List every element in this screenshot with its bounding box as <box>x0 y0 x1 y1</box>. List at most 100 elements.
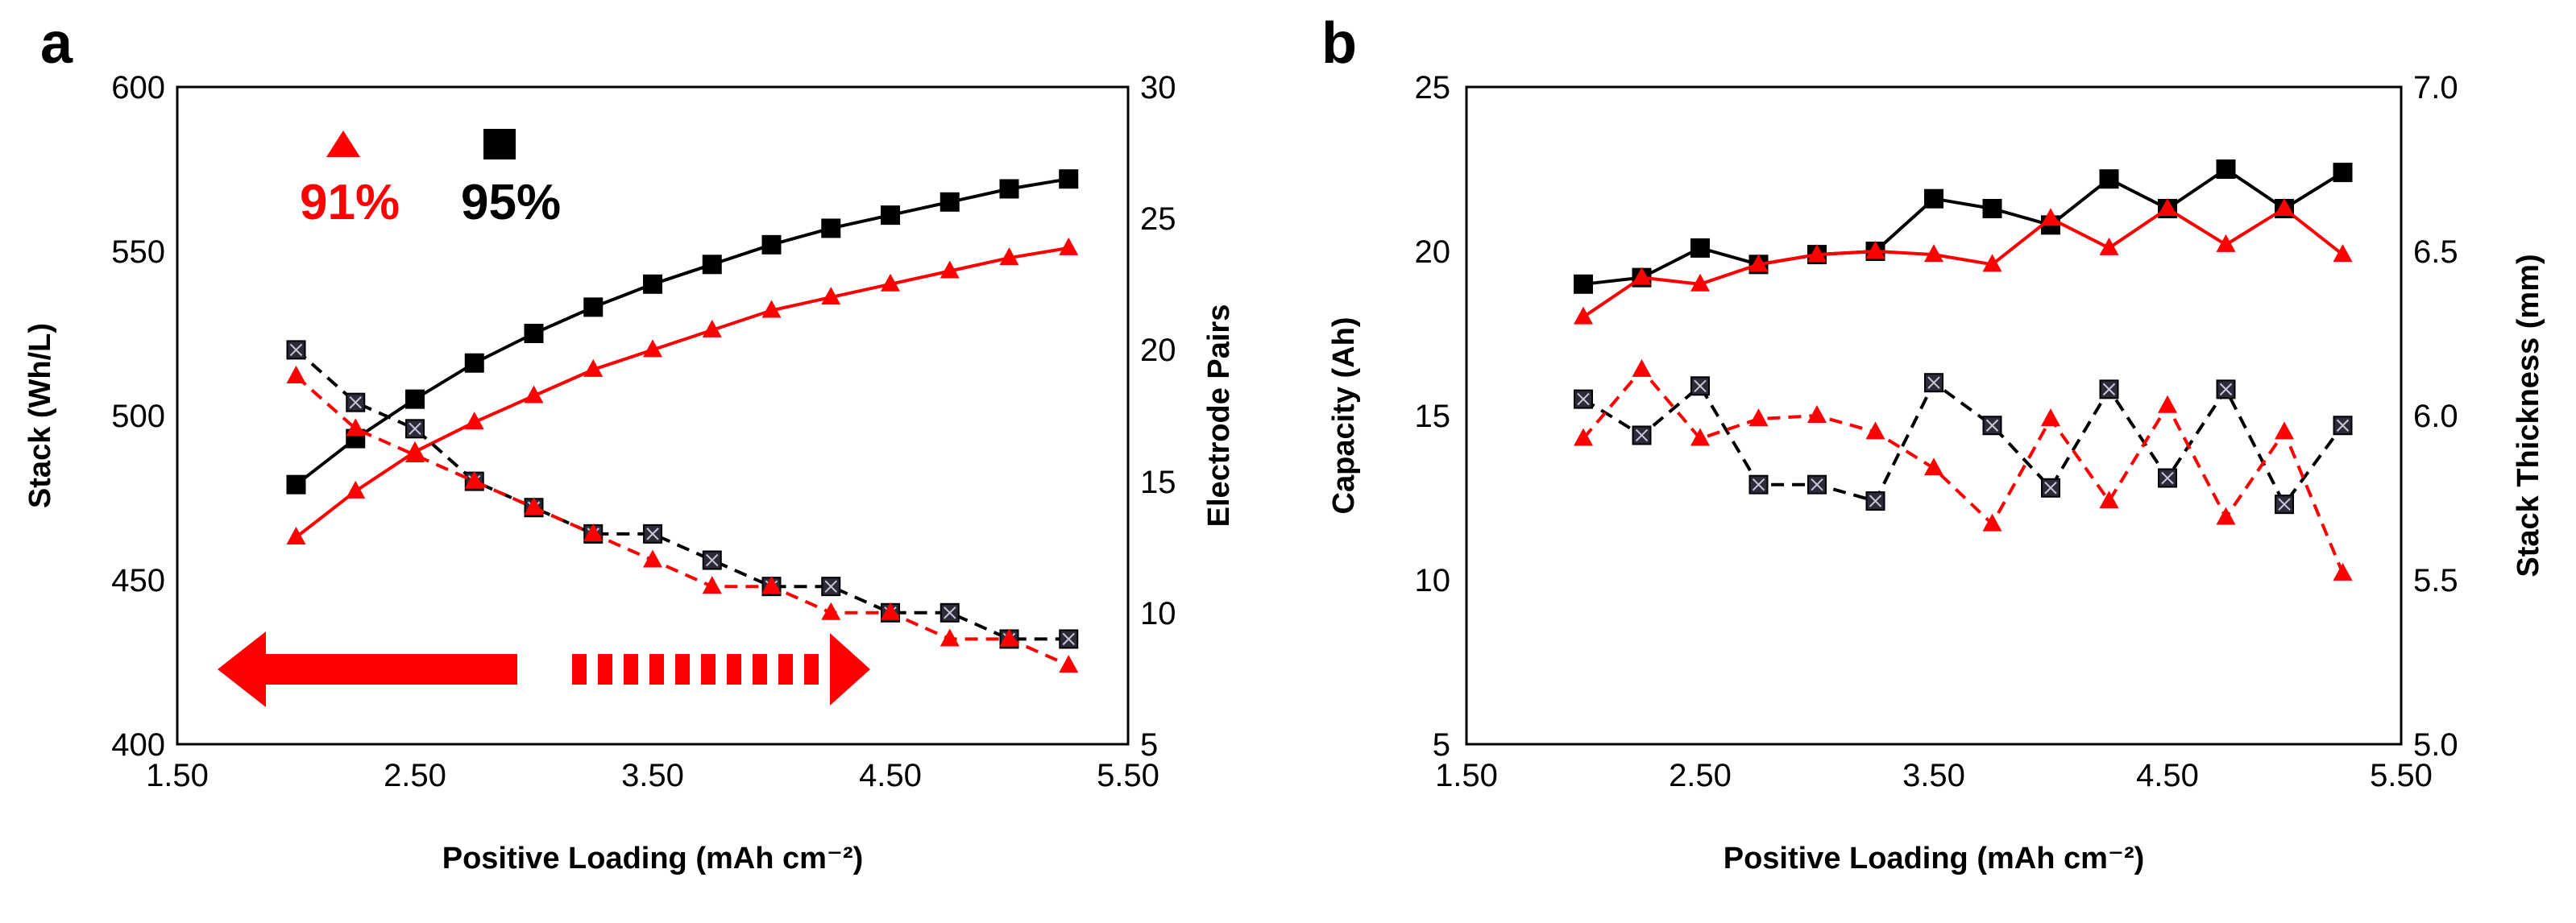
data-point-0-0-2 <box>405 389 425 409</box>
y-left-tick-b-2: 15 <box>1415 399 1451 434</box>
y-left-tick-b-3: 20 <box>1415 234 1451 270</box>
data-point-1-1-0 <box>1574 306 1593 325</box>
data-point-0-3-5 <box>583 523 604 541</box>
x-tick-b-0: 1.50 <box>1435 758 1498 793</box>
data-point-0-0-7 <box>702 255 722 275</box>
data-point-1-1-12 <box>2275 197 2294 216</box>
data-point-0-3-2 <box>405 444 425 462</box>
data-point-0-2-6 <box>643 524 662 544</box>
data-point-0-3-11 <box>940 628 960 647</box>
series-line-1-1 <box>1582 206 2344 319</box>
data-point-1-2-1 <box>1632 425 1652 445</box>
x-axis-label-b: Positive Loading (mAh cm⁻²) <box>1724 842 2145 875</box>
data-point-0-2-9 <box>821 577 841 597</box>
legend-triangle-marker <box>326 130 360 157</box>
data-point-1-2-12 <box>2275 495 2294 515</box>
data-point-0-3-6 <box>643 549 662 568</box>
y-left-tick-b-0: 5 <box>1433 727 1450 763</box>
legend-square-marker <box>483 129 516 159</box>
x-tick-a-1: 2.50 <box>384 758 446 793</box>
y-right-tick-b-1: 5.5 <box>2413 563 2458 598</box>
x-tick-b-2: 3.50 <box>1902 758 1965 793</box>
data-point-1-1-9 <box>2099 237 2119 255</box>
data-point-0-0-9 <box>821 218 841 238</box>
data-point-0-0-12 <box>999 179 1019 199</box>
data-point-0-0-4 <box>524 324 544 343</box>
y-left-tick-b-1: 10 <box>1415 563 1451 598</box>
x-tick-b-4: 5.50 <box>2370 758 2433 793</box>
data-point-0-0-3 <box>464 353 484 373</box>
data-point-1-2-2 <box>1690 376 1710 396</box>
data-point-0-0-8 <box>761 234 782 255</box>
series-line-0-3 <box>295 375 1070 667</box>
x-tick-a-2: 3.50 <box>621 758 684 793</box>
data-point-1-1-6 <box>1924 244 1943 263</box>
y-right-tick-a-0: 5 <box>1140 727 1158 763</box>
data-point-1-1-13 <box>2333 244 2353 263</box>
data-point-0-0-0 <box>286 474 306 495</box>
data-point-1-3-1 <box>1632 358 1652 377</box>
data-point-0-1-8 <box>761 300 782 318</box>
data-point-1-0-13 <box>2333 163 2353 183</box>
data-point-1-1-3 <box>1748 254 1769 272</box>
data-point-1-1-8 <box>2041 208 2060 226</box>
data-point-1-1-5 <box>1865 241 1885 259</box>
data-point-0-2-2 <box>405 419 425 439</box>
y-left-axis-label-a: Stack (Wh/L) <box>23 323 57 508</box>
data-point-0-0-5 <box>583 297 604 317</box>
legend-label-91: 91% <box>300 175 400 230</box>
series-line-1-2 <box>1582 380 2345 507</box>
data-point-0-1-5 <box>583 358 604 377</box>
y-left-tick-a-4: 600 <box>111 70 165 106</box>
y-right-tick-a-1: 10 <box>1140 596 1176 631</box>
data-point-1-2-13 <box>2333 416 2353 436</box>
y-right-tick-a-5: 30 <box>1140 70 1176 106</box>
data-point-1-3-8 <box>2041 408 2060 427</box>
y-right-axis-label-b: Stack Thickness (mm) <box>2512 254 2545 577</box>
series-group-b <box>1574 159 2353 581</box>
y-right-tick-a-2: 15 <box>1140 465 1176 500</box>
data-point-0-1-12 <box>999 247 1019 266</box>
solid-left-arrow <box>218 631 517 707</box>
panel-letter-a: a <box>40 11 73 76</box>
data-point-1-0-2 <box>1690 238 1710 258</box>
data-point-1-2-9 <box>2099 379 2119 399</box>
data-point-1-3-10 <box>2158 395 2177 413</box>
x-axis-label-a: Positive Loading (mAh cm⁻²) <box>442 842 864 875</box>
panel-b: b 5 10 15 20 25 5.0 5.5 6.0 6.5 7.0 1.50… <box>1321 11 2545 875</box>
y-left-tick-b-4: 25 <box>1415 70 1451 106</box>
data-point-0-2-13 <box>1059 629 1079 649</box>
y-left-tick-a-1: 450 <box>111 563 165 598</box>
data-point-0-0-6 <box>643 274 662 294</box>
data-point-1-2-11 <box>2216 379 2236 399</box>
y-left-tick-a-2: 500 <box>111 399 165 434</box>
data-point-1-0-9 <box>2099 169 2119 189</box>
data-point-0-1-13 <box>1059 237 1079 255</box>
data-point-1-1-7 <box>1982 254 2002 272</box>
y-right-tick-b-0: 5.0 <box>2413 727 2458 763</box>
data-point-0-1-9 <box>821 287 841 305</box>
data-point-0-1-4 <box>524 385 544 404</box>
data-point-1-3-2 <box>1690 428 1710 446</box>
data-point-1-1-2 <box>1690 273 1710 292</box>
data-point-1-0-11 <box>2216 159 2236 179</box>
series-line-1-3 <box>1582 366 2345 574</box>
data-point-0-2-7 <box>702 550 722 570</box>
y-right-tick-b-3: 6.5 <box>2413 234 2458 270</box>
x-tick-b-1: 2.50 <box>1669 758 1732 793</box>
series-line-1-0 <box>1583 167 2344 286</box>
y-right-axis-label-a: Electrode Pairs <box>1202 304 1236 528</box>
data-point-0-0-10 <box>881 205 900 226</box>
plot-frame-a <box>176 85 1130 746</box>
data-point-0-1-3 <box>464 412 484 430</box>
data-point-0-3-9 <box>821 602 841 620</box>
data-point-1-0-0 <box>1574 274 1593 294</box>
data-point-1-3-0 <box>1574 428 1593 446</box>
data-point-0-1-0 <box>286 526 306 544</box>
x-tick-a-4: 5.50 <box>1097 758 1159 793</box>
data-point-0-2-11 <box>940 602 960 623</box>
data-point-1-2-4 <box>1807 474 1827 495</box>
y-right-tick-b-4: 7.0 <box>2413 70 2458 106</box>
y-left-axis-label-b: Capacity (Ah) <box>1327 317 1361 515</box>
